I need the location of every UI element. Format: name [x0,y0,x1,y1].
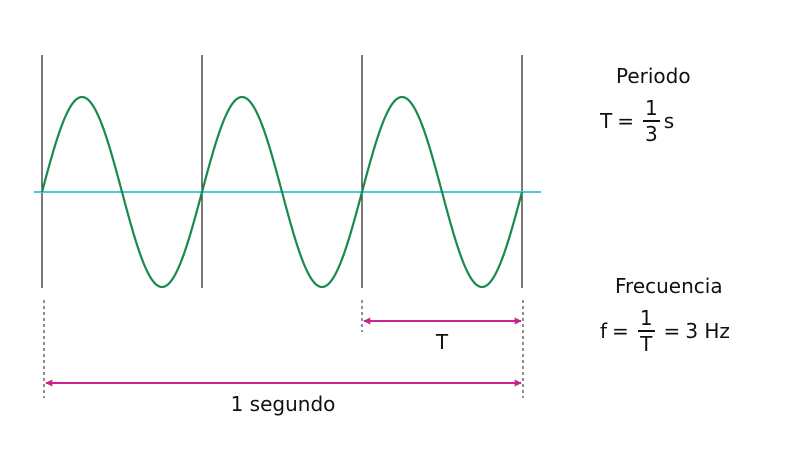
frequency-denominator: T [640,332,653,356]
sine-wave [40,95,524,289]
period-fraction-bar [642,120,660,122]
period-arrow-label: T [435,330,449,354]
frequency-numerator: 1 [639,306,653,330]
frequency-equation: f = 1 T = 3 Hz [600,308,730,354]
frequency-variable: f [600,319,608,343]
period-equation: T = 1 3 s [600,98,674,144]
frequency-fraction-bar [637,330,655,332]
period-unit: s [663,109,675,133]
frequency-result: 3 Hz [685,319,730,343]
period-title: Periodo [616,64,691,88]
frequency-equals-2: = [663,319,681,343]
frequency-fraction: 1 T [637,306,655,356]
period-equals: = [617,109,634,133]
frequency-title: Frecuencia [615,274,723,298]
one-second-label: 1 segundo [231,392,336,416]
period-denominator: 3 [644,122,658,146]
period-numerator: 1 [644,96,658,120]
period-fraction: 1 3 [642,96,660,146]
period-variable: T [600,109,613,133]
formula-panel: Periodo T = 1 3 s Frecuencia f = 1 T = 3… [580,0,800,458]
frequency-equals: = [612,319,629,343]
